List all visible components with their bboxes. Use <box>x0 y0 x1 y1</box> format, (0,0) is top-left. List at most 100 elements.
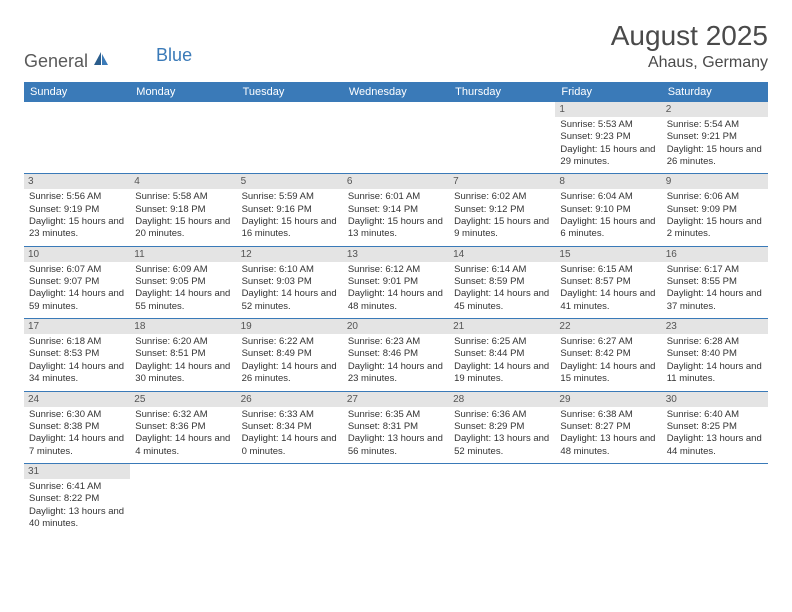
day-number: 29 <box>555 392 661 407</box>
day-info: Sunrise: 6:30 AMSunset: 8:38 PMDaylight:… <box>29 409 125 458</box>
calendar-week-row: 17Sunrise: 6:18 AMSunset: 8:53 PMDayligh… <box>24 319 768 391</box>
sunset-text: Sunset: 8:29 PM <box>454 421 550 433</box>
calendar-cell: 9Sunrise: 6:06 AMSunset: 9:09 PMDaylight… <box>662 174 768 246</box>
day-number: 3 <box>24 174 130 189</box>
sunset-text: Sunset: 8:53 PM <box>29 348 125 360</box>
sunrise-text: Sunrise: 6:01 AM <box>348 191 444 203</box>
day-number: 6 <box>343 174 449 189</box>
day-info: Sunrise: 6:15 AMSunset: 8:57 PMDaylight:… <box>560 264 656 313</box>
day-info: Sunrise: 6:23 AMSunset: 8:46 PMDaylight:… <box>348 336 444 385</box>
day-info: Sunrise: 6:22 AMSunset: 8:49 PMDaylight:… <box>242 336 338 385</box>
sunset-text: Sunset: 8:46 PM <box>348 348 444 360</box>
day-number: 2 <box>662 102 768 117</box>
sunrise-text: Sunrise: 6:25 AM <box>454 336 550 348</box>
daylight-text: Daylight: 14 hours and 59 minutes. <box>29 288 125 313</box>
calendar-week-row: 24Sunrise: 6:30 AMSunset: 8:38 PMDayligh… <box>24 391 768 463</box>
day-number: 1 <box>555 102 661 117</box>
day-number: 19 <box>237 319 343 334</box>
day-info: Sunrise: 6:27 AMSunset: 8:42 PMDaylight:… <box>560 336 656 385</box>
calendar-cell <box>24 102 130 174</box>
daylight-text: Daylight: 15 hours and 26 minutes. <box>667 144 763 169</box>
calendar-cell <box>555 463 661 535</box>
sunset-text: Sunset: 8:59 PM <box>454 276 550 288</box>
sunrise-text: Sunrise: 6:10 AM <box>242 264 338 276</box>
sunset-text: Sunset: 9:07 PM <box>29 276 125 288</box>
sunset-text: Sunset: 9:19 PM <box>29 204 125 216</box>
calendar-week-row: 31Sunrise: 6:41 AMSunset: 8:22 PMDayligh… <box>24 463 768 535</box>
calendar-cell: 8Sunrise: 6:04 AMSunset: 9:10 PMDaylight… <box>555 174 661 246</box>
sunrise-text: Sunrise: 6:35 AM <box>348 409 444 421</box>
daylight-text: Daylight: 14 hours and 23 minutes. <box>348 361 444 386</box>
sunset-text: Sunset: 9:21 PM <box>667 131 763 143</box>
day-info: Sunrise: 6:33 AMSunset: 8:34 PMDaylight:… <box>242 409 338 458</box>
month-title: August 2025 <box>611 20 768 52</box>
calendar-cell: 14 Sunrise: 6:14 AMSunset: 8:59 PMDayligh… <box>449 246 555 318</box>
calendar-cell: 6 Sunrise: 6:01 AMSunset: 9:14 PMDaylight… <box>343 174 449 246</box>
sunrise-text: Sunrise: 5:54 AM <box>667 119 763 131</box>
calendar-cell: 13Sunrise: 6:12 AMSunset: 9:01 PMDayligh… <box>343 246 449 318</box>
sunset-text: Sunset: 8:42 PM <box>560 348 656 360</box>
daylight-text: Daylight: 13 hours and 44 minutes. <box>667 433 763 458</box>
calendar-cell: 28Sunrise: 6:36 AMSunset: 8:29 PMDayligh… <box>449 391 555 463</box>
day-number: 23 <box>662 319 768 334</box>
calendar-cell: 15Sunrise: 6:15 AMSunset: 8:57 PMDayligh… <box>555 246 661 318</box>
daylight-text: Daylight: 15 hours and 13 minutes. <box>348 216 444 241</box>
calendar-cell: 4Sunrise: 5:58 AMSunset: 9:18 PMDaylight… <box>130 174 236 246</box>
calendar-cell <box>130 463 236 535</box>
sunrise-text: Sunrise: 5:53 AM <box>560 119 656 131</box>
day-info: Sunrise: 6:04 AMSunset: 9:10 PMDaylight:… <box>560 191 656 240</box>
daylight-text: Daylight: 15 hours and 29 minutes. <box>560 144 656 169</box>
day-number: 4 <box>130 174 236 189</box>
calendar-cell <box>237 463 343 535</box>
sunrise-text: Sunrise: 6:06 AM <box>667 191 763 203</box>
daylight-text: Daylight: 14 hours and 45 minutes. <box>454 288 550 313</box>
calendar-cell: 31Sunrise: 6:41 AMSunset: 8:22 PMDayligh… <box>24 463 130 535</box>
sunrise-text: Sunrise: 6:07 AM <box>29 264 125 276</box>
day-number: 30 <box>662 392 768 407</box>
calendar-cell: 29 Sunrise: 6:38 AMSunset: 8:27 PMDayligh… <box>555 391 661 463</box>
daylight-text: Daylight: 15 hours and 23 minutes. <box>29 216 125 241</box>
day-info: Sunrise: 6:06 AMSunset: 9:09 PMDaylight:… <box>667 191 763 240</box>
calendar-cell: 27Sunrise: 6:35 AMSunset: 8:31 PMDayligh… <box>343 391 449 463</box>
sunset-text: Sunset: 9:14 PM <box>348 204 444 216</box>
calendar-week-row: 1Sunrise: 5:53 AMSunset: 9:23 PMDaylight… <box>24 102 768 174</box>
calendar-cell: 2 Sunrise: 5:54 AMSunset: 9:21 PMDaylight… <box>662 102 768 174</box>
sunset-text: Sunset: 8:31 PM <box>348 421 444 433</box>
calendar-cell <box>449 102 555 174</box>
day-info: Sunrise: 6:09 AMSunset: 9:05 PMDaylight:… <box>135 264 231 313</box>
sail-icon <box>92 51 110 72</box>
calendar-week-row: 3Sunrise: 5:56 AMSunset: 9:19 PMDaylight… <box>24 174 768 246</box>
logo: General Blue <box>24 51 192 72</box>
day-number: 14 <box>449 247 555 262</box>
day-number: 31 <box>24 464 130 479</box>
day-info: Sunrise: 6:01 AMSunset: 9:14 PMDaylight:… <box>348 191 444 240</box>
sunrise-text: Sunrise: 6:17 AM <box>667 264 763 276</box>
page-header: General Blue August 2025 Ahaus, Germany <box>24 20 768 72</box>
calendar-cell: 3Sunrise: 5:56 AMSunset: 9:19 PMDaylight… <box>24 174 130 246</box>
day-info: Sunrise: 6:14 AMSunset: 8:59 PMDaylight:… <box>454 264 550 313</box>
day-number: 26 <box>237 392 343 407</box>
daylight-text: Daylight: 14 hours and 52 minutes. <box>242 288 338 313</box>
sunrise-text: Sunrise: 6:15 AM <box>560 264 656 276</box>
calendar-cell: 25Sunrise: 6:32 AMSunset: 8:36 PMDayligh… <box>130 391 236 463</box>
day-info: Sunrise: 6:17 AMSunset: 8:55 PMDaylight:… <box>667 264 763 313</box>
calendar-cell: 22Sunrise: 6:27 AMSunset: 8:42 PMDayligh… <box>555 319 661 391</box>
sunset-text: Sunset: 8:49 PM <box>242 348 338 360</box>
title-block: August 2025 Ahaus, Germany <box>611 20 768 72</box>
daylight-text: Daylight: 15 hours and 6 minutes. <box>560 216 656 241</box>
day-number: 28 <box>449 392 555 407</box>
weekday-header: Monday <box>130 82 236 102</box>
calendar-cell: 23Sunrise: 6:28 AMSunset: 8:40 PMDayligh… <box>662 319 768 391</box>
sunrise-text: Sunrise: 6:30 AM <box>29 409 125 421</box>
sunset-text: Sunset: 8:57 PM <box>560 276 656 288</box>
calendar-page: General Blue August 2025 Ahaus, Germany … <box>0 0 792 555</box>
day-info: Sunrise: 6:38 AMSunset: 8:27 PMDaylight:… <box>560 409 656 458</box>
calendar-cell: 16Sunrise: 6:17 AMSunset: 8:55 PMDayligh… <box>662 246 768 318</box>
sunset-text: Sunset: 8:22 PM <box>29 493 125 505</box>
daylight-text: Daylight: 14 hours and 48 minutes. <box>348 288 444 313</box>
sunset-text: Sunset: 9:10 PM <box>560 204 656 216</box>
daylight-text: Daylight: 14 hours and 7 minutes. <box>29 433 125 458</box>
day-number: 12 <box>237 247 343 262</box>
weekday-header-row: Sunday Monday Tuesday Wednesday Thursday… <box>24 82 768 102</box>
day-info: Sunrise: 6:18 AMSunset: 8:53 PMDaylight:… <box>29 336 125 385</box>
